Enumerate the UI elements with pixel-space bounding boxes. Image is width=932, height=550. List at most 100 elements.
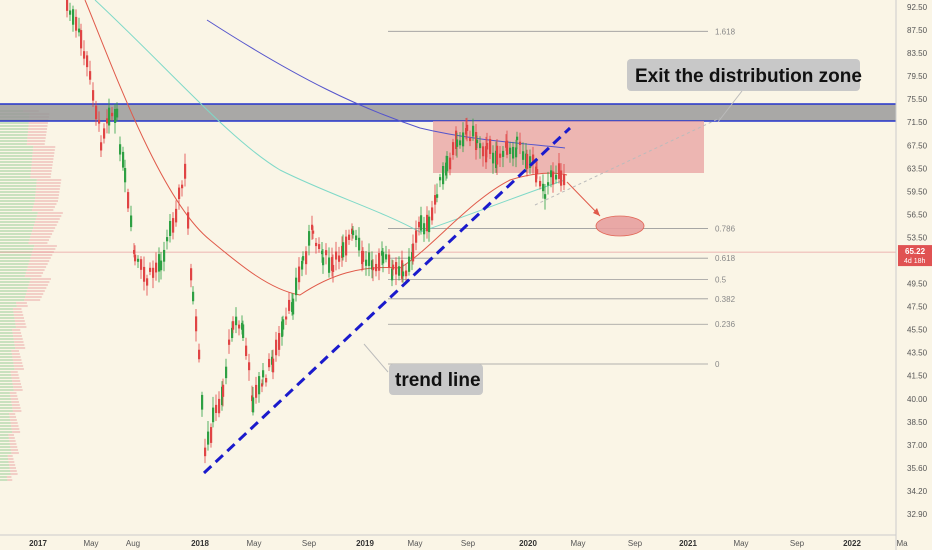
volume-bar-buy: [0, 362, 14, 364]
time-tick-label: May: [246, 539, 261, 548]
trend-note-text: trend line: [395, 370, 481, 391]
volume-bar-buy: [0, 176, 31, 178]
candle-body: [492, 152, 495, 164]
volume-bar-buy: [0, 170, 31, 172]
candle-body: [547, 182, 550, 186]
volume-bar-buy: [0, 479, 8, 481]
volume-bar-sell: [15, 347, 26, 349]
volume-bar-buy: [0, 359, 13, 361]
time-tick-label: 2018: [191, 539, 209, 548]
candle-body: [412, 243, 415, 262]
candle-body: [338, 255, 341, 262]
volume-bar-buy: [0, 434, 9, 436]
candle-body: [428, 216, 431, 233]
time-tick-label: May: [83, 539, 98, 548]
price-tick-label: 49.50: [907, 280, 928, 289]
volume-bar-sell: [10, 371, 18, 373]
volume-bar-buy: [0, 410, 13, 412]
time-tick-label: 2019: [356, 539, 374, 548]
time-axis[interactable]: 2017 May Aug 2018 May Sep 2019 May Sep 2020 May Sep…: [0, 534, 908, 548]
volume-bar-sell: [28, 263, 48, 265]
volume-bar-buy: [0, 224, 35, 226]
distribution-note: Exit the distribution zone: [627, 59, 862, 123]
candle-body: [181, 184, 184, 189]
candle-body: [201, 394, 204, 410]
volume-bar-buy: [0, 323, 16, 325]
volume-bar-buy: [0, 206, 33, 208]
volume-bar-buy: [0, 320, 15, 322]
volume-bar-buy: [0, 350, 12, 352]
volume-bar-buy: [0, 353, 12, 355]
candle-body: [66, 0, 69, 11]
volume-bar-sell: [9, 467, 16, 469]
volume-bar-sell: [27, 266, 47, 268]
fib-label: 0.786: [715, 225, 736, 234]
candle-body: [318, 244, 321, 250]
volume-bar-sell: [35, 191, 60, 193]
candle-body: [391, 268, 394, 281]
volume-bar-sell: [11, 374, 19, 376]
candle-body: [532, 154, 535, 165]
price-tick-label: 87.50: [907, 26, 928, 35]
candle-body: [169, 220, 172, 236]
price-tick-label: 83.50: [907, 49, 928, 58]
candle-body: [392, 264, 395, 270]
candle-body: [486, 142, 489, 150]
volume-bar-buy: [0, 461, 9, 463]
candle-body: [482, 146, 485, 157]
volume-bar-buy: [0, 200, 35, 202]
volume-bar-buy: [0, 137, 28, 139]
volume-bar-buy: [0, 167, 32, 169]
price-tick-label: 38.50: [907, 418, 928, 427]
price-axis[interactable]: 92.50 87.50 83.50 79.50 75.50 71.50 67.50 63.50…: [895, 0, 932, 550]
time-tick-label: Sep: [302, 539, 317, 548]
volume-bar-buy: [0, 212, 38, 214]
volume-bar-sell: [11, 428, 20, 430]
volume-bar-sell: [31, 254, 53, 256]
volume-bar-buy: [0, 143, 27, 145]
volume-bar-sell: [27, 137, 46, 139]
volume-bar-sell: [12, 359, 22, 361]
volume-bar-buy: [0, 149, 33, 151]
volume-bar-sell: [13, 386, 22, 388]
volume-bar-sell: [33, 203, 57, 205]
candle-body: [499, 153, 502, 158]
candle-body: [298, 266, 301, 283]
price-tick-label: 67.50: [907, 141, 928, 150]
volume-bar-buy: [0, 155, 33, 157]
candle-body: [163, 249, 166, 262]
candle-body: [469, 137, 472, 142]
volume-bar-sell: [8, 434, 14, 436]
candle-body: [248, 362, 251, 371]
volume-bar-buy: [0, 377, 12, 379]
candle-body: [106, 118, 109, 124]
volume-bar-buy: [0, 428, 12, 430]
volume-bar-sell: [25, 272, 44, 274]
volume-bar-buy: [0, 398, 11, 400]
volume-bar-buy: [0, 203, 34, 205]
candle-body: [235, 316, 238, 326]
volume-bar-buy: [0, 125, 29, 127]
volume-bar-buy: [0, 431, 13, 433]
candle-body: [332, 264, 335, 272]
candle-body: [288, 299, 291, 311]
volume-bar-sell: [14, 368, 24, 370]
volume-bar-buy: [0, 416, 10, 418]
candle-body: [311, 224, 314, 230]
volume-bar-buy: [0, 407, 13, 409]
volume-bar-sell: [6, 476, 12, 478]
volume-bar-buy: [0, 374, 12, 376]
volume-bar-sell: [13, 362, 23, 364]
candle-body: [489, 138, 492, 154]
trend-line-dashed: [202, 126, 572, 475]
last-price-tag: [898, 245, 932, 267]
candle-body: [272, 358, 275, 373]
candle-body: [192, 291, 195, 302]
time-tick-label: 2021: [679, 539, 697, 548]
candle-body: [302, 256, 305, 261]
volume-bar-sell: [33, 227, 56, 229]
volume-bar-sell: [15, 326, 27, 328]
candle-body: [155, 262, 158, 273]
candle-body: [225, 366, 228, 379]
